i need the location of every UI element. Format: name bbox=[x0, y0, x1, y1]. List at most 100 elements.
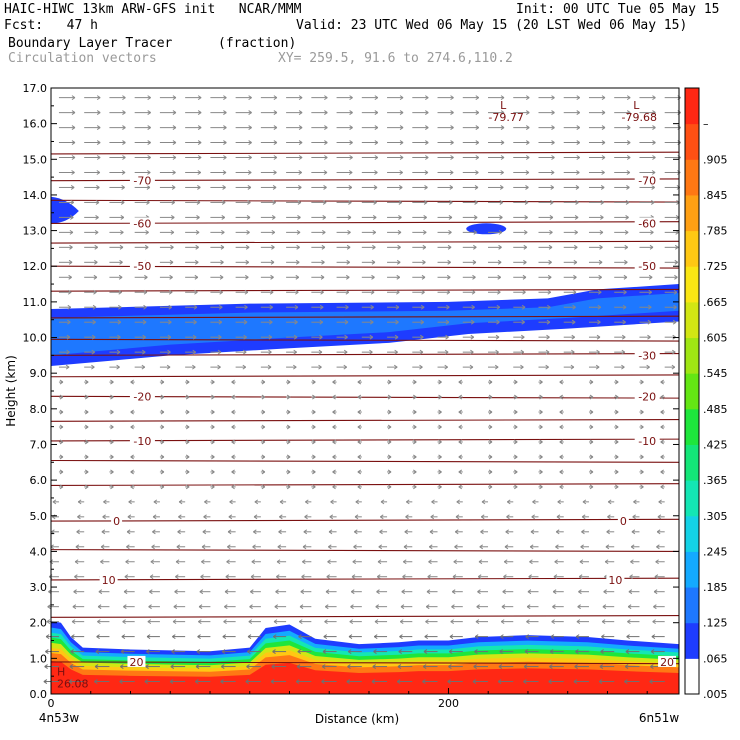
vector-arrow-head bbox=[458, 379, 463, 385]
vector-arrow-head bbox=[312, 469, 316, 475]
vector-arrow-head bbox=[413, 424, 417, 430]
vector-arrow-head bbox=[525, 634, 529, 640]
vector-arrow-head bbox=[421, 274, 426, 280]
y-tick-label: 5.0 bbox=[30, 510, 48, 523]
vector-arrow-head bbox=[431, 499, 435, 505]
vector-arrow-head bbox=[176, 544, 181, 550]
vector-arrow-head bbox=[446, 289, 451, 295]
vector-arrow-head bbox=[349, 95, 353, 101]
vector-arrow-head bbox=[626, 110, 631, 116]
vector-arrow-head bbox=[122, 619, 126, 625]
vector-arrow-head bbox=[497, 289, 501, 295]
vector-arrow-head bbox=[578, 589, 582, 595]
vector-arrow-head bbox=[589, 424, 594, 430]
vector-arrow-head bbox=[450, 125, 454, 130]
vector-arrow-head bbox=[197, 95, 202, 101]
vector-arrow-head bbox=[246, 214, 251, 220]
colorbar-swatch bbox=[685, 266, 699, 303]
vector-arrow-head bbox=[231, 394, 235, 400]
vector-arrow-head bbox=[96, 185, 100, 190]
vector-arrow-head bbox=[354, 529, 358, 535]
vector-arrow-head bbox=[574, 229, 578, 235]
vector-arrow-head bbox=[211, 454, 215, 460]
vector-arrow-head bbox=[547, 304, 551, 310]
vector-arrow-head bbox=[446, 304, 450, 310]
vector-arrow-head bbox=[445, 334, 449, 340]
vector-arrow-head bbox=[571, 349, 575, 355]
vector-arrow-head bbox=[551, 110, 555, 116]
vector-arrow-head bbox=[376, 589, 380, 595]
vector-arrow-head bbox=[332, 424, 336, 430]
vector-arrow-head bbox=[471, 289, 476, 295]
vector-arrow-head bbox=[357, 394, 362, 400]
vector-arrow-head bbox=[522, 274, 527, 280]
vector-arrow-head bbox=[298, 155, 303, 160]
vector-arrow-head bbox=[346, 244, 351, 250]
vector-arrow-head bbox=[387, 469, 392, 475]
vector-arrow-head bbox=[270, 259, 275, 265]
vector-arrow-head bbox=[553, 574, 558, 580]
vector-arrow-head bbox=[59, 454, 64, 460]
vector-arrow-head bbox=[261, 424, 266, 430]
vector-arrow-head bbox=[496, 304, 501, 310]
vector-arrow-head bbox=[626, 634, 630, 640]
y-tick-label: 12.0 bbox=[23, 260, 48, 273]
vector-arrow-head bbox=[497, 679, 502, 684]
vector-arrow-head bbox=[552, 604, 556, 610]
vector-arrow-head bbox=[323, 170, 328, 175]
vector-arrow-head bbox=[523, 259, 527, 265]
isotherm-line bbox=[50, 549, 680, 552]
vector-arrow-head bbox=[160, 409, 165, 415]
vector-arrow-head bbox=[371, 679, 376, 684]
y-tick-label: 16.0 bbox=[23, 118, 48, 131]
vector-arrow-head bbox=[269, 319, 273, 325]
vector-arrow-head bbox=[539, 424, 543, 430]
vector-arrow-head bbox=[399, 110, 404, 116]
vector-arrow-head bbox=[71, 634, 75, 640]
vector-arrow-head bbox=[445, 319, 450, 325]
isotherm-label-bg bbox=[634, 390, 660, 402]
vector-arrow-head bbox=[488, 469, 493, 475]
isotherm-label: -70 bbox=[638, 175, 656, 188]
vector-arrow-head bbox=[98, 589, 103, 595]
vector-arrow-head bbox=[574, 214, 579, 220]
vector-arrow-head bbox=[624, 664, 629, 669]
vector-arrow-head bbox=[350, 604, 354, 610]
vector-arrow-head bbox=[627, 619, 631, 625]
vector-arrow-head bbox=[261, 439, 266, 445]
vector-arrow-head bbox=[648, 289, 652, 295]
vector-arrow-head bbox=[600, 649, 604, 654]
vector-arrow-head bbox=[353, 544, 357, 550]
vector-arrow-head bbox=[621, 334, 626, 340]
vector-arrow-head bbox=[95, 649, 100, 654]
vector-arrow-head bbox=[68, 679, 73, 684]
vector-arrow-head bbox=[246, 229, 250, 235]
vector-arrow-head bbox=[100, 544, 105, 550]
vector-arrow-head bbox=[177, 529, 181, 535]
vector-arrow-head bbox=[345, 274, 350, 280]
vector-arrow-head bbox=[167, 334, 172, 340]
isotherm-label: -20 bbox=[133, 390, 151, 403]
vector-arrow-head bbox=[52, 499, 57, 505]
vector-arrow-head bbox=[298, 170, 303, 175]
vector-arrow-head bbox=[94, 679, 98, 684]
vector-arrow-head bbox=[201, 559, 205, 565]
vector-arrow-head bbox=[231, 379, 235, 385]
vector-arrow-head bbox=[374, 155, 379, 160]
vector-arrow-head bbox=[299, 604, 304, 610]
vector-arrow-head bbox=[524, 200, 529, 205]
vector-arrow-head bbox=[250, 574, 255, 580]
vector-arrow-head bbox=[271, 214, 276, 220]
vector-arrow-head bbox=[475, 125, 480, 130]
vector-arrow-head bbox=[549, 664, 553, 669]
vector-arrow-head bbox=[447, 679, 451, 684]
header-model-title: HAIC-HIWC 13km ARW-GFS init NCAR/MMM bbox=[4, 2, 302, 17]
isotherm-line bbox=[50, 338, 680, 342]
vector-arrow-head bbox=[444, 364, 448, 370]
vector-arrow-head bbox=[444, 349, 449, 355]
vector-arrow-head bbox=[628, 589, 633, 595]
colorbar-swatch bbox=[685, 159, 699, 196]
vector-arrow-head bbox=[500, 634, 504, 640]
vector-arrow-head bbox=[95, 200, 100, 205]
colorbar-swatch bbox=[685, 194, 699, 232]
